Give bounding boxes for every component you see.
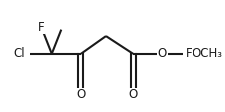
Text: F: F xyxy=(185,47,192,60)
Text: O: O xyxy=(128,88,137,101)
Text: Cl: Cl xyxy=(14,47,25,60)
Text: O: O xyxy=(76,88,85,101)
Text: OCH₃: OCH₃ xyxy=(191,47,221,60)
Text: F: F xyxy=(38,21,45,34)
Text: O: O xyxy=(157,47,166,60)
